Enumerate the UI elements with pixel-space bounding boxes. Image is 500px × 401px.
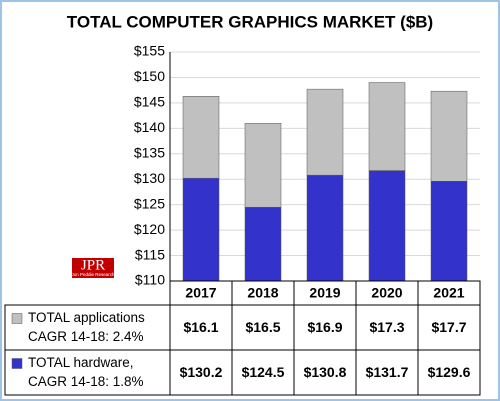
legend-swatch xyxy=(11,313,23,324)
y-tick-label: $145 xyxy=(134,94,165,110)
x-tick-label: 2017 xyxy=(185,285,216,301)
value-label: $124.5 xyxy=(242,364,285,380)
y-tick-label: $150 xyxy=(134,68,165,84)
bar-segment xyxy=(244,206,282,282)
x-tick-label: 2021 xyxy=(433,285,464,301)
x-tick-label: 2019 xyxy=(309,285,340,301)
legend-label: TOTAL applications xyxy=(28,310,145,325)
bar-segment xyxy=(368,170,406,282)
bar-segment xyxy=(430,90,468,182)
value-label: $131.7 xyxy=(366,364,409,380)
y-tick-label: $115 xyxy=(135,246,165,262)
value-label: $16.1 xyxy=(183,319,218,335)
y-tick-label: $110 xyxy=(135,272,165,288)
bar-segment xyxy=(182,96,220,179)
y-tick-label: $120 xyxy=(134,221,165,237)
value-label: $17.7 xyxy=(431,319,466,335)
bar-segment xyxy=(182,177,220,282)
y-tick-label: $135 xyxy=(134,144,165,160)
x-tick-label: 2018 xyxy=(247,285,278,301)
y-tick-label: $140 xyxy=(134,119,165,135)
value-label: $17.3 xyxy=(369,319,404,335)
logo-subtext: Jon Peddie Research xyxy=(71,272,115,277)
value-label: $16.9 xyxy=(307,319,342,335)
logo-text: JPR xyxy=(81,257,105,273)
legend-note: CAGR 14-18: 2.4% xyxy=(28,329,144,344)
y-tick-label: $130 xyxy=(134,170,165,186)
y-tick-label: $125 xyxy=(134,195,165,211)
value-label: $16.5 xyxy=(245,319,280,335)
bar-segment xyxy=(430,181,468,282)
value-label: $129.6 xyxy=(428,364,471,380)
bar-segment xyxy=(244,122,282,208)
legend-label: TOTAL hardware, xyxy=(28,355,134,370)
value-label: $130.8 xyxy=(304,364,347,380)
logo-box xyxy=(72,258,114,278)
value-label: $130.2 xyxy=(180,364,223,380)
bar-segment xyxy=(368,82,406,171)
bar-segment xyxy=(306,88,344,176)
legend-note: CAGR 14-18: 1.8% xyxy=(28,374,144,389)
legend-swatch xyxy=(11,358,23,369)
chart-title: TOTAL COMPUTER GRAPHICS MARKET ($B) xyxy=(67,12,433,31)
x-tick-label: 2020 xyxy=(371,285,402,301)
bar-segment xyxy=(306,174,344,282)
y-tick-label: $155 xyxy=(134,43,165,59)
